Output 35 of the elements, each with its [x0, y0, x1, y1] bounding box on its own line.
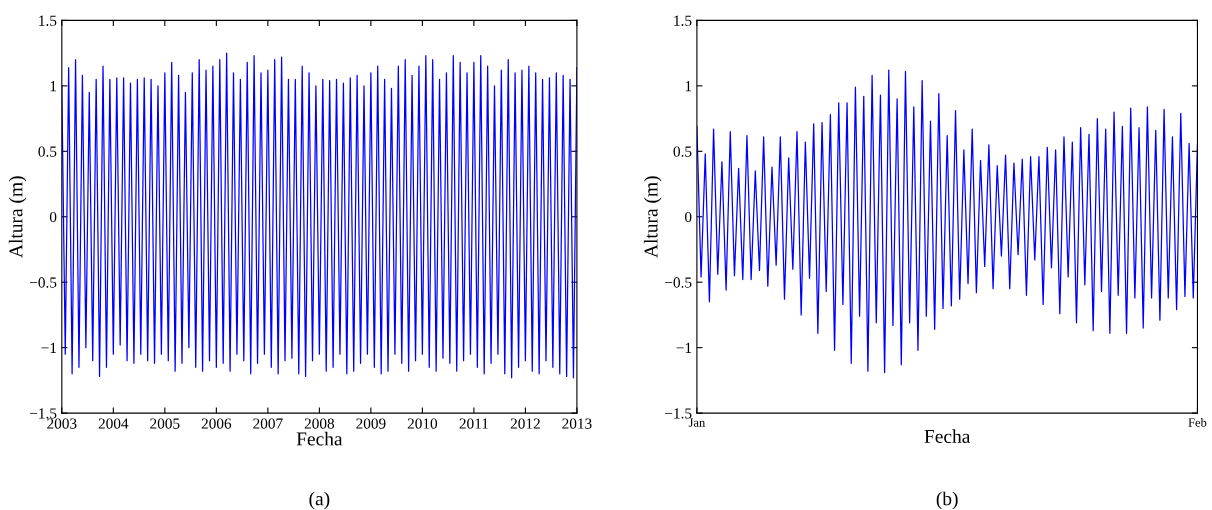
x-tick-label: 2012 — [510, 418, 540, 429]
y-tick-label: −1 — [676, 342, 692, 353]
y-tick-label: 1 — [50, 81, 57, 92]
x-tick-label: 2007 — [253, 418, 283, 429]
y-tick-label: −1 — [41, 342, 57, 353]
line-series — [61, 52, 577, 379]
y-tick-label: 0 — [684, 211, 692, 223]
y-tick-label: 0.5 — [38, 146, 57, 157]
x-tick-label: 2004 — [98, 418, 129, 429]
y-tick-label: −1.5 — [30, 408, 57, 419]
y-axis-title: Altura (m) — [8, 176, 27, 258]
x-tick-label: 2009 — [356, 418, 386, 429]
y-tick-label: 0.5 — [673, 146, 692, 157]
y-tick-label: 1.5 — [39, 15, 57, 26]
y-tick-label: 0 — [49, 211, 57, 223]
line-series — [696, 69, 1198, 374]
y-tick-label: 1 — [685, 81, 692, 92]
y-axis-title: Altura (m) — [643, 176, 662, 258]
x-axis-title: Fecha — [296, 431, 343, 446]
y-tick-label: −0.5 — [30, 277, 57, 288]
x-tick-label: 2011 — [459, 418, 488, 429]
y-tick-label: −0.5 — [665, 277, 692, 288]
x-tick-label: Jan — [688, 418, 706, 427]
y-tick-label: −1.5 — [665, 408, 692, 419]
x-tick-label: 2008 — [304, 418, 335, 429]
x-tick-label: 2005 — [150, 418, 180, 429]
x-tick-label: Feb — [1188, 417, 1207, 427]
x-axis-title: Fecha — [924, 429, 971, 443]
text: (a) — [309, 491, 330, 510]
y-tick-label: 1.5 — [674, 15, 692, 26]
x-tick-label: 2010 — [407, 418, 438, 429]
x-tick-label: 2013 — [562, 418, 592, 429]
text: (b) — [936, 491, 958, 510]
x-tick-label: 2006 — [201, 418, 232, 429]
x-tick-label: 2003 — [47, 418, 77, 429]
